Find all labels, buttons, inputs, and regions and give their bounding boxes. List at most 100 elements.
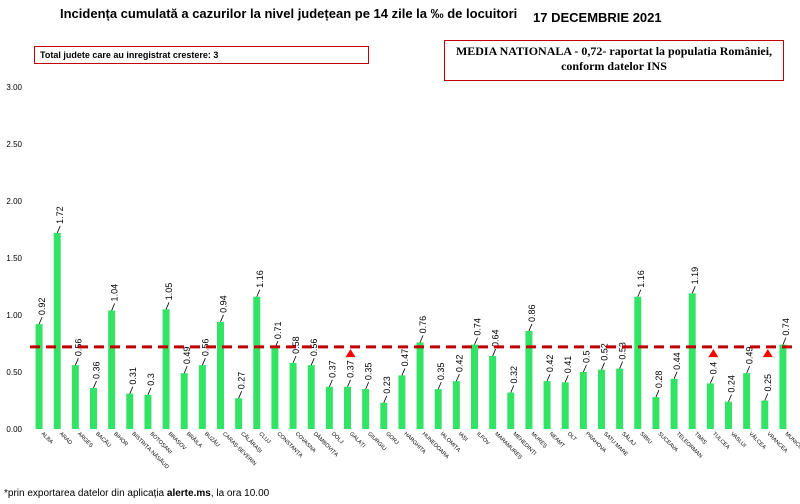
value-label-leader xyxy=(691,286,696,294)
bar xyxy=(235,398,243,429)
y-tick-label: 3.00 xyxy=(6,83,22,92)
value-label: 0.64 xyxy=(491,330,501,348)
bar xyxy=(53,232,61,429)
value-label-leader xyxy=(201,358,206,366)
x-tick-label: BACĂU xyxy=(94,430,112,448)
value-label: 0.56 xyxy=(309,339,319,357)
value-label-leader xyxy=(528,323,533,332)
value-label: 0.44 xyxy=(672,352,682,370)
value-label: 0.32 xyxy=(509,366,519,384)
value-label: 0.37 xyxy=(346,360,356,378)
x-tick-label: ILFOV xyxy=(475,431,491,447)
value-label: 0.41 xyxy=(563,356,573,374)
value-label-leader xyxy=(129,386,134,394)
bar xyxy=(162,309,170,429)
y-tick-label: 1.00 xyxy=(6,311,22,320)
x-tick-label: NEAMȚ xyxy=(548,431,566,449)
value-label-leader xyxy=(764,393,769,401)
national-average-line1: MEDIA NATIONALA - 0,72- raportat la popu… xyxy=(455,44,773,58)
value-label: 0.42 xyxy=(545,355,555,373)
value-label: 0.92 xyxy=(37,298,47,316)
value-label: 0.94 xyxy=(219,295,229,313)
value-label: 1.05 xyxy=(164,283,174,301)
value-label: 1.16 xyxy=(636,270,646,288)
x-tick-label: DOLJ xyxy=(330,431,344,445)
value-label: 0.74 xyxy=(781,318,791,336)
value-label-leader xyxy=(292,355,297,364)
value-label-leader xyxy=(673,371,678,379)
bar xyxy=(434,389,442,429)
value-label: 1.16 xyxy=(255,270,265,288)
x-tick-label: CLUJ xyxy=(257,431,271,445)
bar xyxy=(670,378,678,429)
increase-arrow-group xyxy=(345,349,773,358)
x-tick-label: ARGEȘ xyxy=(76,431,94,449)
x-tick-label: GALAȚI xyxy=(348,431,366,449)
value-label-leader xyxy=(564,375,569,383)
increase-arrow-head xyxy=(762,349,773,358)
value-label-leader xyxy=(709,376,714,384)
y-axis: 0.00 0.50 1.00 1.50 2.00 2.50 3.00 xyxy=(6,83,22,434)
bar xyxy=(108,310,116,429)
bar xyxy=(598,369,605,429)
value-label-leader xyxy=(74,358,79,366)
bar xyxy=(525,330,533,429)
bar xyxy=(471,344,478,429)
bar xyxy=(489,356,497,429)
value-label-leader xyxy=(401,368,406,376)
value-label: 0.5 xyxy=(581,350,591,363)
bar xyxy=(144,394,152,429)
value-label-leader xyxy=(474,337,478,345)
value-label-leader xyxy=(619,361,624,369)
value-label-leader xyxy=(256,289,261,297)
increase-count-text: Total judete care au inregistrat crester… xyxy=(40,50,219,60)
value-label-leader xyxy=(111,303,116,311)
value-label: 0.49 xyxy=(745,347,755,365)
bar xyxy=(362,389,370,429)
bar xyxy=(380,402,388,429)
value-label-leader xyxy=(655,389,660,398)
x-tick-label: BIHOR xyxy=(112,431,129,448)
bar xyxy=(398,375,406,429)
x-tick-label: ALBA xyxy=(40,431,54,445)
value-label: 0.37 xyxy=(327,360,337,378)
value-label: 0.35 xyxy=(364,363,374,381)
bar xyxy=(416,342,424,429)
bar xyxy=(35,324,43,429)
bar xyxy=(271,348,279,429)
value-label: 0.49 xyxy=(182,347,192,365)
value-label: 0.74 xyxy=(473,318,483,336)
footnote-prefix: *prin exportarea datelor din aplicația xyxy=(4,488,167,499)
bar xyxy=(779,344,787,429)
bar xyxy=(198,365,206,429)
value-label-leader xyxy=(437,381,442,390)
x-tick-label: GORJ xyxy=(384,431,399,446)
value-label: 0.58 xyxy=(291,336,301,354)
y-tick-label: 0.50 xyxy=(6,368,22,377)
value-label-leader xyxy=(746,365,751,374)
value-label: 0.23 xyxy=(382,376,392,394)
x-tick-label: SIBIU xyxy=(638,431,652,445)
bar xyxy=(616,368,624,429)
increase-count-box: Total judete care au inregistrat crester… xyxy=(34,46,369,64)
x-tick-label: ARAD xyxy=(58,431,73,446)
x-tick-label: IAȘI xyxy=(457,431,469,443)
national-average-line2: conform datelor INS xyxy=(561,59,667,73)
value-label-leader xyxy=(347,379,351,387)
x-tick-label: VASLUI xyxy=(729,431,747,449)
chart-title: Incidența cumulată a cazurilor la nivel … xyxy=(60,6,518,21)
bar xyxy=(652,397,660,429)
value-label-leader xyxy=(220,314,224,322)
value-label-leader xyxy=(328,379,333,387)
footnote-app-name: alerte.ms xyxy=(166,488,211,499)
value-label-leader xyxy=(56,225,61,234)
value-label-leader xyxy=(492,348,497,357)
bar xyxy=(180,373,188,429)
value-label: 1.72 xyxy=(55,206,65,224)
value-label-leader xyxy=(782,337,787,345)
value-label: 0.56 xyxy=(200,339,210,357)
bar xyxy=(289,362,297,429)
value-label: 0.28 xyxy=(654,371,664,389)
bar xyxy=(579,372,587,429)
value-label-leader xyxy=(419,335,424,343)
